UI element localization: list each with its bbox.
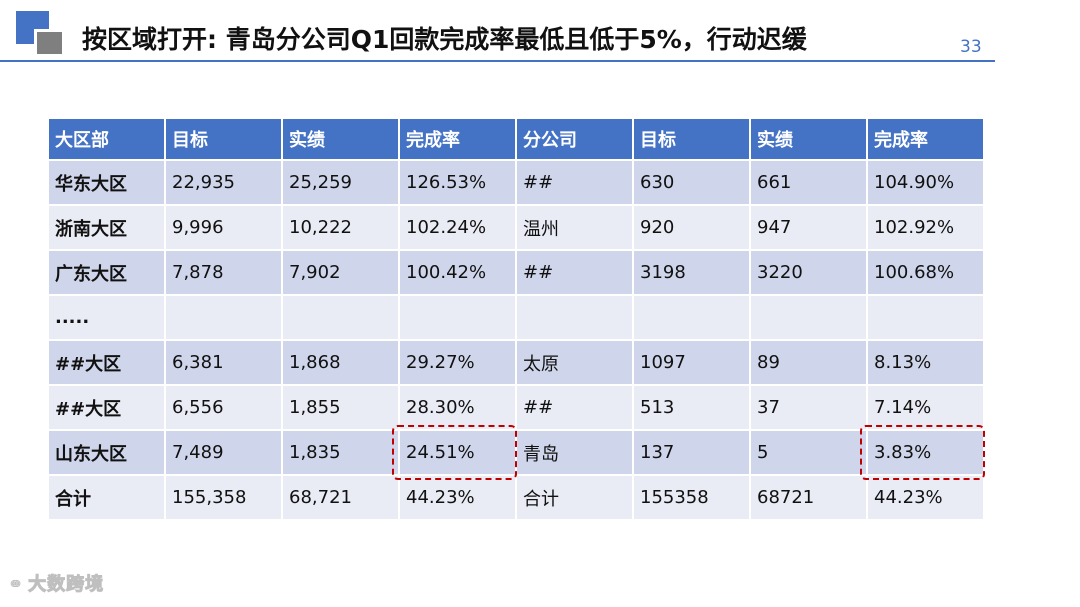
header-region-rate: 完成率 <box>400 119 515 159</box>
region-cell: 华东大区 <box>49 161 164 204</box>
table-cell: 513 <box>634 386 749 429</box>
table-row-lowest: 山东大区 7,489 1,835 24.51% 青岛 137 5 3.83% <box>49 425 985 480</box>
table-cell: 1,868 <box>283 341 398 384</box>
table-cell: 102.92% <box>868 206 983 249</box>
total-label-cell: 合计 <box>49 476 164 519</box>
table-cell: ## <box>517 161 632 204</box>
table-cell: 920 <box>634 206 749 249</box>
collection-rate-table: 大区部 目标 实绩 完成率 分公司 目标 实绩 完成率 华东大区 22,935 … <box>47 117 985 521</box>
table-cell: 9,996 <box>166 206 281 249</box>
table-cell: ## <box>517 251 632 294</box>
table-row: 华东大区 22,935 25,259 126.53% ## 630 661 10… <box>49 161 983 204</box>
table-cell: 947 <box>751 206 866 249</box>
watermark-text: 大数跨境 <box>28 574 105 596</box>
table-cell: 155,358 <box>166 476 281 519</box>
table-cell: 1,835 <box>283 431 398 474</box>
table-cell: 137 <box>634 431 749 474</box>
table-cell: 89 <box>751 341 866 384</box>
table-cell: 68,721 <box>283 476 398 519</box>
table-cell: 1,855 <box>283 386 398 429</box>
header-branch-target: 目标 <box>634 119 749 159</box>
region-cell: ..... <box>49 296 164 339</box>
region-cell: ##大区 <box>49 341 164 384</box>
header-region-target: 目标 <box>166 119 281 159</box>
header-region-actual: 实绩 <box>283 119 398 159</box>
table-cell <box>634 296 749 339</box>
table-cell <box>283 296 398 339</box>
table-cell: 7,489 <box>166 431 281 474</box>
table-row: 浙南大区 9,996 10,222 102.24% 温州 920 947 102… <box>49 206 983 249</box>
table-row: 广东大区 7,878 7,902 100.42% ## 3198 3220 10… <box>49 251 983 294</box>
table-cell: 155358 <box>634 476 749 519</box>
table-cell <box>868 296 983 339</box>
table-cell: 3220 <box>751 251 866 294</box>
table-cell: 温州 <box>517 206 632 249</box>
table-cell: 6,381 <box>166 341 281 384</box>
header-region: 大区部 <box>49 119 164 159</box>
table-cell: 1097 <box>634 341 749 384</box>
table-cell: 7,902 <box>283 251 398 294</box>
table-cell: 661 <box>751 161 866 204</box>
gray-square-icon <box>34 29 65 57</box>
table-cell: 630 <box>634 161 749 204</box>
table-cell: 25,259 <box>283 161 398 204</box>
table-cell <box>751 296 866 339</box>
header-branch-rate: 完成率 <box>868 119 983 159</box>
table-cell: 太原 <box>517 341 632 384</box>
table-cell: 44.23% <box>400 476 515 519</box>
page-number: 33 <box>960 37 982 57</box>
table-row-ellipsis: ..... <box>49 296 983 339</box>
table-row-total: 合计 155,358 68,721 44.23% 合计 155358 68721… <box>49 476 983 519</box>
table-cell: 合计 <box>517 476 632 519</box>
table-cell: 37 <box>751 386 866 429</box>
table-cell: 7.14% <box>868 386 983 429</box>
table-cell <box>400 296 515 339</box>
table-cell <box>166 296 281 339</box>
region-cell: 广东大区 <box>49 251 164 294</box>
highlighted-branch-rate: 3.83% <box>860 425 985 480</box>
table-cell: 6,556 <box>166 386 281 429</box>
region-cell: 山东大区 <box>49 431 164 474</box>
slide-logo-mark <box>0 0 70 58</box>
table-cell: 68721 <box>751 476 866 519</box>
header-branch-actual: 实绩 <box>751 119 866 159</box>
table-cell: 126.53% <box>400 161 515 204</box>
table-cell: 8.13% <box>868 341 983 384</box>
logo-icon: ⚭ <box>7 574 25 596</box>
table-cell: 104.90% <box>868 161 983 204</box>
table-cell: 29.27% <box>400 341 515 384</box>
table-cell: 青岛 <box>517 431 632 474</box>
table-cell <box>517 296 632 339</box>
table-cell: 102.24% <box>400 206 515 249</box>
title-divider <box>0 60 995 62</box>
region-cell: 浙南大区 <box>49 206 164 249</box>
table-cell: 28.30% <box>400 386 515 429</box>
highlighted-region-rate: 24.51% <box>392 425 517 480</box>
table-cell: 44.23% <box>868 476 983 519</box>
table-header-row: 大区部 目标 实绩 完成率 分公司 目标 实绩 完成率 <box>49 119 983 159</box>
table-row: ##大区 6,381 1,868 29.27% 太原 1097 89 8.13% <box>49 341 983 384</box>
table-cell: 5 <box>751 431 866 474</box>
table-cell: 100.42% <box>400 251 515 294</box>
table-row: ##大区 6,556 1,855 28.30% ## 513 37 7.14% <box>49 386 983 429</box>
table-cell: 10,222 <box>283 206 398 249</box>
table-cell: 3198 <box>634 251 749 294</box>
table-cell: 22,935 <box>166 161 281 204</box>
table-cell: 7,878 <box>166 251 281 294</box>
watermark: ⚭ 大数跨境 <box>7 570 105 596</box>
table-cell: 100.68% <box>868 251 983 294</box>
slide-title: 按区域打开: 青岛分公司Q1回款完成率最低且低于5%，行动迟缓 <box>82 25 807 54</box>
region-cell: ##大区 <box>49 386 164 429</box>
table-cell: ## <box>517 386 632 429</box>
header-branch: 分公司 <box>517 119 632 159</box>
